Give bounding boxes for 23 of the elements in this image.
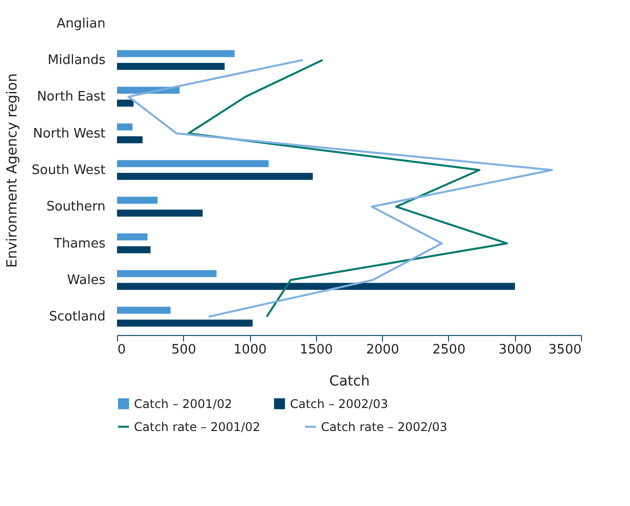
legend-label: Catch – 2002/03 — [290, 396, 388, 411]
legend-label: Catch – 2001/02 — [134, 396, 232, 411]
y-tick-label: North West — [33, 126, 106, 142]
legend-label: Catch rate – 2001/02 — [134, 420, 260, 434]
legend-label: Catch rate – 2002/03 — [321, 420, 448, 434]
y-tick-label: Thames — [52, 236, 106, 252]
x-axis-title: Catch — [329, 374, 370, 390]
y-tick-label: South West — [32, 163, 106, 178]
x-tick-label: 1500 — [300, 342, 333, 358]
y-tick-label: Wales — [67, 273, 106, 288]
y-tick-label: Midlands — [48, 53, 106, 68]
x-tick-label: 0 — [118, 342, 126, 358]
y-tick-label: Southern — [46, 200, 106, 215]
x-tick-label: 2500 — [432, 342, 466, 358]
y-tick-label: Anglian — [56, 16, 106, 32]
y-axis-title: Environment Agency region — [4, 73, 21, 268]
x-tick-label: 500 — [171, 342, 196, 358]
y-tick-label: Scotland — [48, 310, 106, 325]
y-tick-label: North East — [36, 90, 106, 105]
x-tick-label: 1000 — [234, 342, 267, 358]
x-tick-label: 3000 — [498, 342, 532, 358]
x-tick-label: 3500 — [548, 342, 582, 358]
x-tick-label: 2000 — [366, 342, 400, 358]
